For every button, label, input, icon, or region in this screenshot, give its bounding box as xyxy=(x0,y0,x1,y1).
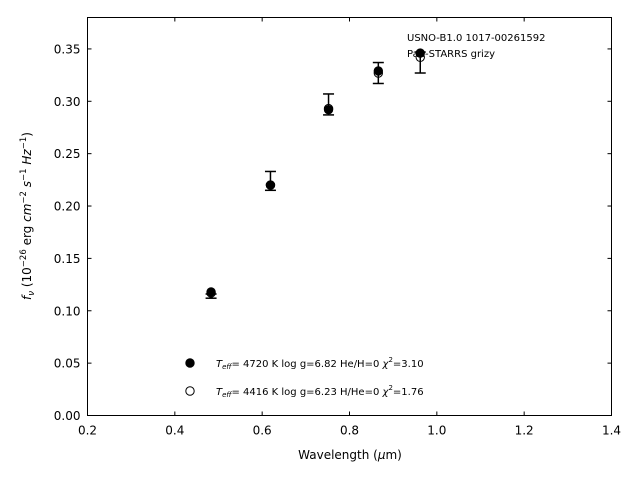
x-tick-label: 0.6 xyxy=(253,424,272,438)
data-point-open xyxy=(265,180,276,190)
data-point-open xyxy=(206,288,216,298)
x-axis-label: Wavelength (μm) xyxy=(298,448,402,462)
data-point-open xyxy=(415,52,425,62)
x-axis: 0.2 0.4 0.6 0.8 1.0 1.2 1.4 xyxy=(78,17,621,438)
y-axis-label: fν (10−26 erg cm−2 s−1 Hz−1) xyxy=(19,132,37,300)
y-tick-label: 0.20 xyxy=(54,200,81,214)
legend-entry-1: Teff= 4720 K log g=6.82 He/H=0 χ2=3.10 xyxy=(216,356,424,371)
y-tick-label: 0.00 xyxy=(54,409,81,423)
x-tick-label: 0.2 xyxy=(78,424,97,438)
y-tick-label: 0.35 xyxy=(54,42,81,56)
legend-marker-filled xyxy=(185,358,195,368)
y-tick-label: 0.05 xyxy=(54,357,81,371)
data-point-open xyxy=(323,103,334,114)
annotation-survey-name: Pan-STARRS grizy xyxy=(407,49,495,60)
y-tick-label: 0.15 xyxy=(54,252,81,266)
plot-area xyxy=(205,48,426,299)
y-tick-label: 0.25 xyxy=(54,147,81,161)
axes-frame xyxy=(87,17,612,416)
y-axis: 0.00 0.05 0.10 0.15 0.20 0.25 0.30 0.35 xyxy=(54,42,612,423)
legend: Teff= 4720 K log g=6.82 He/H=0 χ2=3.10 T… xyxy=(185,356,424,399)
y-tick-label: 0.30 xyxy=(54,95,81,109)
annotation-object-name: USNO-B1.0 1017-00261592 xyxy=(407,33,545,44)
x-tick-label: 0.4 xyxy=(165,424,184,438)
data-point-open xyxy=(373,68,384,78)
x-tick-label: 1.4 xyxy=(602,424,621,438)
x-tick-label: 1.0 xyxy=(427,424,446,438)
legend-entry-2: Teff= 4416 K log g=6.23 H/He=0 χ2=1.76 xyxy=(216,384,424,399)
legend-marker-open xyxy=(185,386,195,396)
y-tick-label: 0.10 xyxy=(54,304,81,318)
x-tick-label: 1.2 xyxy=(515,424,534,438)
x-tick-label: 0.8 xyxy=(340,424,359,438)
